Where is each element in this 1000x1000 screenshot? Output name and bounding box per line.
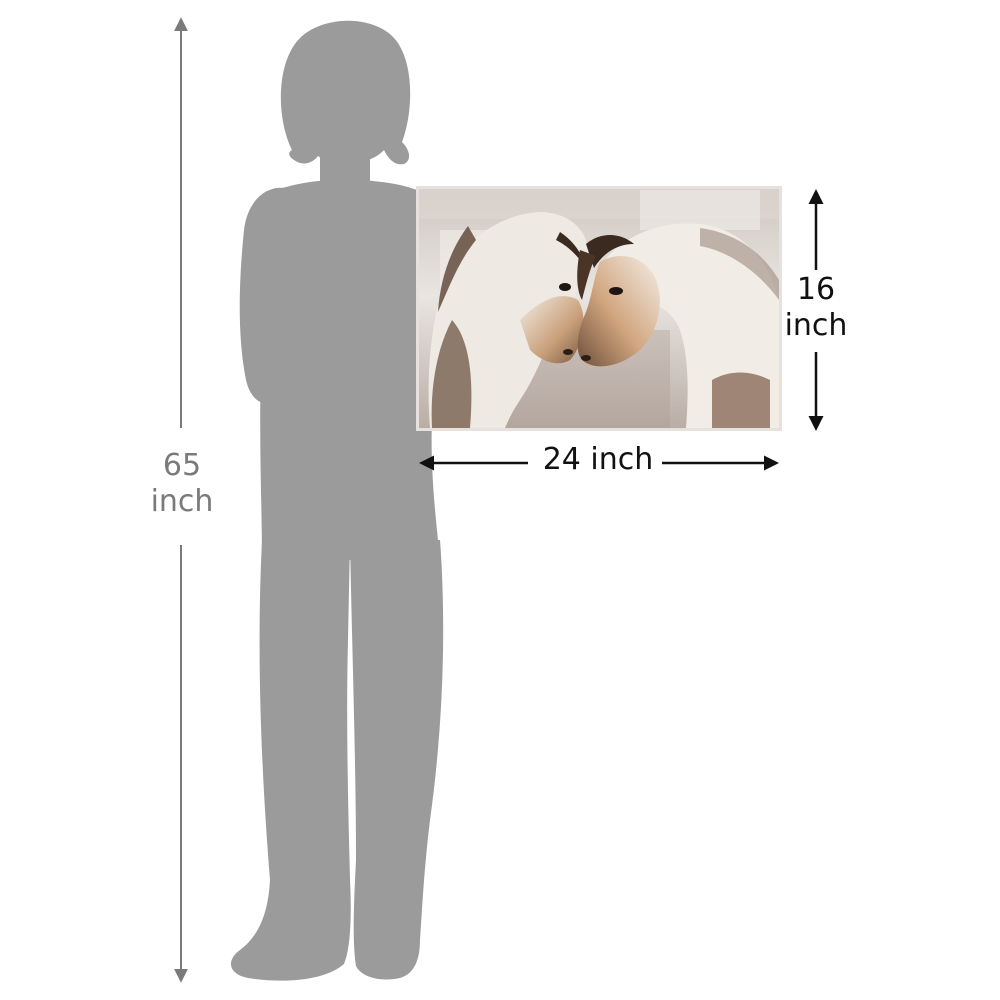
canvas-height-unit: inch xyxy=(784,308,848,343)
canvas-height-value: 16 xyxy=(796,272,836,307)
canvas-artwork xyxy=(416,186,782,431)
person-height-unit: inch xyxy=(150,484,214,519)
canvas-width-label: 24 inch xyxy=(542,442,654,477)
person-height-label: 65 inch xyxy=(140,448,224,520)
person-silhouette xyxy=(230,20,444,981)
person-height-value: 65 xyxy=(162,448,202,483)
canvas-height-label: 16 inch xyxy=(770,272,862,344)
